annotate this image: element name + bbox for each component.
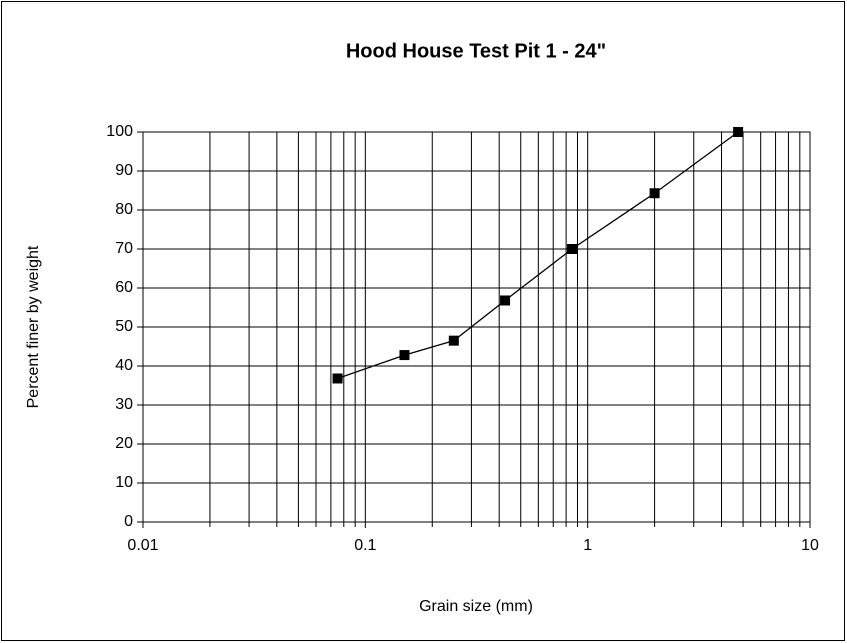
y-tick-label: 10	[115, 474, 133, 491]
x-tick-label: 10	[801, 537, 819, 554]
data-point	[500, 295, 511, 306]
data-point	[566, 244, 577, 254]
x-tick-label: 0.1	[354, 537, 376, 554]
y-tick-label: 60	[115, 279, 133, 296]
chart-title: Hood House Test Pit 1 - 24"	[346, 40, 606, 62]
y-tick-label: 0	[124, 513, 133, 530]
y-axis-label: Percent finer by weight	[25, 245, 42, 408]
x-tick-label: 1	[583, 537, 592, 554]
y-tick-label: 70	[115, 240, 133, 257]
y-tick-label: 40	[115, 357, 133, 374]
x-axis-label: Grain size (mm)	[419, 598, 533, 615]
y-tick-label: 100	[106, 123, 133, 140]
data-point	[733, 127, 744, 137]
y-tick-label: 20	[115, 435, 133, 452]
x-tick-label: 0.01	[127, 537, 158, 554]
y-tick-label: 90	[115, 162, 133, 179]
data-point	[399, 350, 410, 361]
y-tick-label: 80	[115, 201, 133, 218]
data-point	[332, 373, 343, 384]
y-tick-label: 30	[115, 396, 133, 413]
data-point	[649, 188, 660, 199]
data-point	[448, 335, 459, 346]
plot-area-border	[142, 131, 811, 523]
y-tick-label: 50	[115, 318, 133, 335]
